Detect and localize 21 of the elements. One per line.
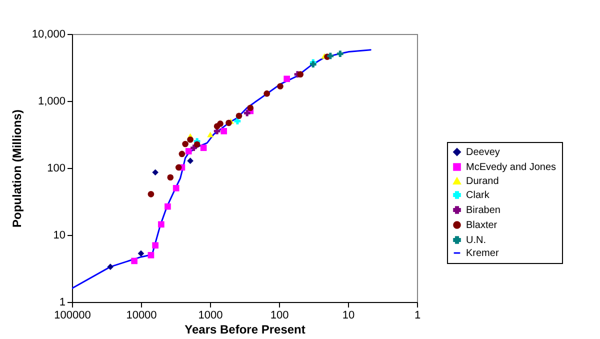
legend-label: Kremer bbox=[466, 248, 500, 259]
y-tick-label: 10,000 bbox=[32, 28, 66, 40]
y-tick-label: 100 bbox=[47, 162, 66, 174]
legend-label: McEvedy and Jones bbox=[466, 162, 556, 173]
x-tick-label: 1000 bbox=[198, 310, 223, 322]
x-tick-label: 100000 bbox=[54, 310, 91, 322]
y-axis-title: Population (Millions) bbox=[10, 110, 24, 228]
legend-label: Clark bbox=[466, 190, 490, 201]
y-tick-label: 10 bbox=[53, 230, 66, 242]
x-tick-label: 10 bbox=[342, 310, 355, 322]
legend-label: Deevey bbox=[466, 147, 500, 158]
x-tick-label: 10000 bbox=[126, 310, 157, 322]
x-tick-label: 100 bbox=[270, 310, 289, 322]
legend-label: Biraben bbox=[466, 205, 500, 216]
legend-label: Durand bbox=[466, 176, 499, 187]
legend-label: U.N. bbox=[466, 235, 486, 246]
y-tick-label: 1 bbox=[59, 296, 66, 308]
legend-label: Blaxter bbox=[466, 220, 498, 231]
x-axis-title: Years Before Present bbox=[184, 322, 306, 336]
x-tick-label: 1 bbox=[414, 310, 421, 322]
y-tick-label: 1,000 bbox=[38, 96, 66, 108]
